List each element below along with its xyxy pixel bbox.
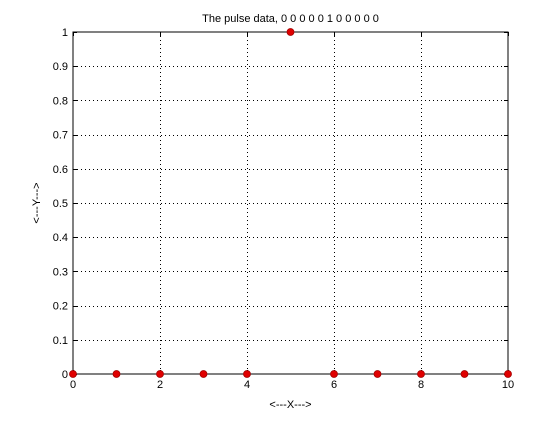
data-point [373,370,382,378]
y-tick-label: 0.3 [53,266,68,278]
data-point [460,370,469,378]
y-tick-label: 0.6 [53,164,68,176]
data-point [243,370,251,378]
x-tick-label: 4 [244,379,250,391]
data-point [199,370,208,378]
y-axis: 0 0.1 0.2 0.3 0.4 0.5 0.6 0.7 0.8 0.9 1 [53,27,508,381]
y-tick-label: 0.1 [53,335,68,347]
y-tick-label: 1 [62,27,68,39]
data-points [69,28,512,378]
plot-area [73,32,508,374]
y-tick-label: 0.8 [53,95,68,107]
x-tick-label: 0 [70,379,76,391]
data-point [330,370,338,378]
grid-lines [73,32,508,374]
data-point [286,28,295,36]
y-tick-label: 0.7 [53,130,68,142]
data-point [156,370,164,378]
data-point [69,370,77,378]
y-tick-label: 0.4 [53,232,68,244]
y-tick-label: 0.5 [53,198,68,210]
data-point [112,370,121,378]
y-tick-label: 0 [62,369,68,381]
chart-title: The pulse data, 0 0 0 0 0 1 0 0 0 0 0 [202,13,379,25]
data-point [504,370,512,378]
x-tick-label: 8 [418,379,424,391]
data-point [417,370,425,378]
x-tick-label: 6 [331,379,337,391]
x-tick-label: 10 [502,379,514,391]
y-tick-label: 0.2 [53,301,68,313]
x-tick-label: 2 [157,379,163,391]
y-axis-label: <---Y---> [31,182,43,223]
x-axis-label: <---X---> [269,399,311,411]
y-tick-label: 0.9 [53,61,68,73]
